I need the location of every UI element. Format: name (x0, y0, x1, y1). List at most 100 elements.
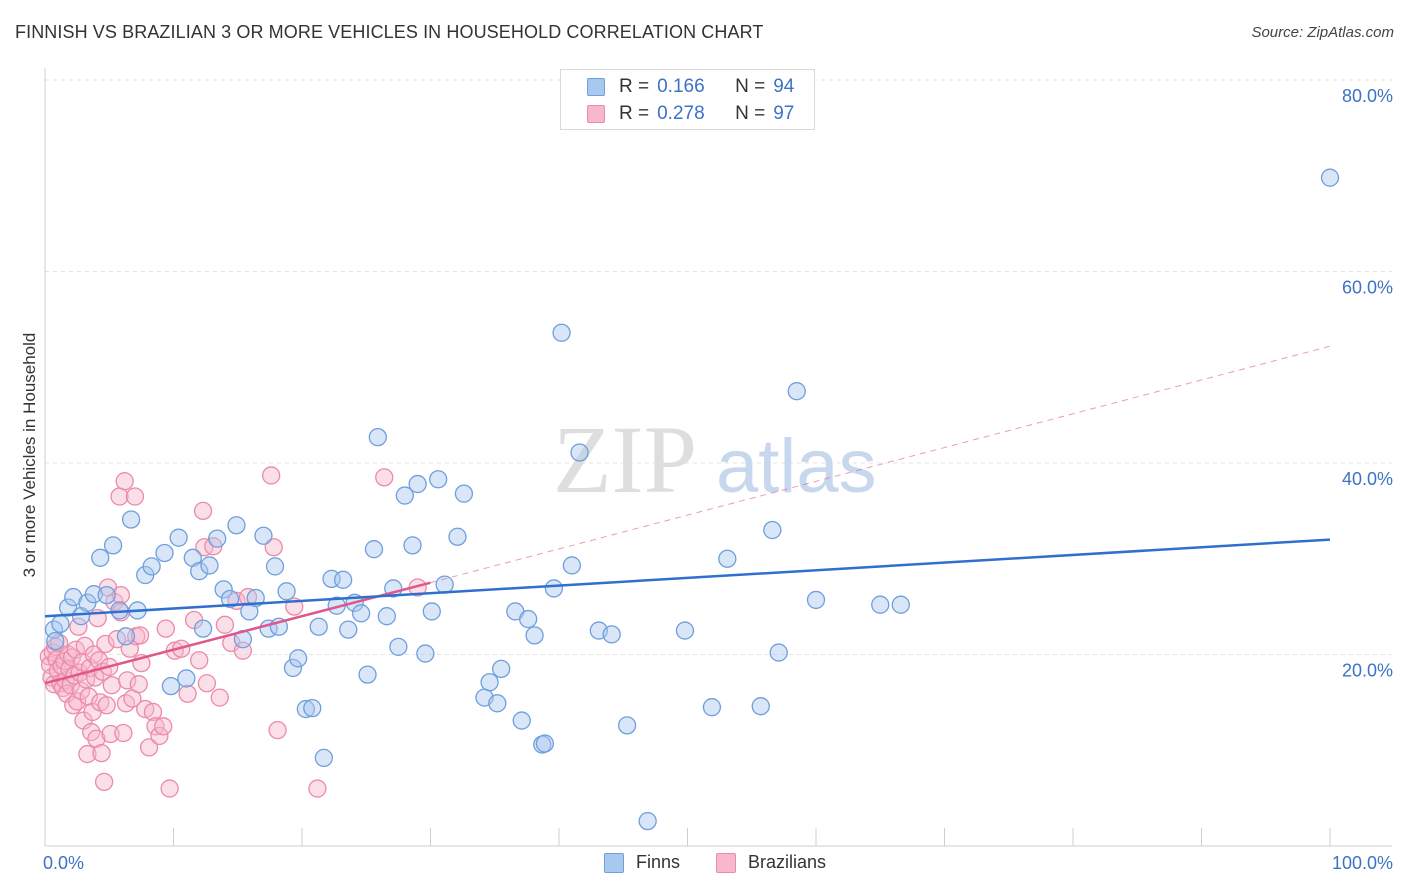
finns-point-51 (368, 427, 387, 447)
x-tick-label-100: 100.0% (1332, 853, 1393, 873)
watermark: ZIP atlas (553, 406, 877, 513)
brazilians-point-30 (78, 744, 97, 764)
finns-point-79 (602, 625, 621, 644)
finns-trend-line (44, 538, 1331, 618)
brazilians-point-49 (102, 675, 121, 695)
brazilians-trend-line (44, 581, 431, 685)
brazilians-r-value: 0.278 (657, 103, 705, 124)
brazilians-point-65 (139, 738, 159, 757)
finns-point-77 (570, 443, 589, 462)
brazilians-point-70 (160, 779, 179, 798)
y-tick-label-60: 60.0% (1342, 278, 1393, 298)
finns-r-value: 0.166 (657, 76, 705, 97)
finns-point-75 (552, 323, 571, 342)
finns-point-49 (358, 665, 377, 684)
trend-lines (44, 345, 1331, 685)
finns-point-25 (208, 529, 227, 548)
finns-point-66 (488, 694, 507, 713)
brazilians-point-48 (101, 724, 120, 744)
brazilians-point-95 (111, 585, 130, 605)
finns-point-48 (351, 604, 371, 623)
brazilians-point-78 (197, 674, 217, 693)
brazilians-point-57 (118, 671, 137, 690)
brazilians-n-value: 97 (773, 103, 795, 124)
finns-point-27 (220, 589, 240, 609)
finns-point-52 (377, 607, 396, 626)
brazilians-swatch (587, 105, 605, 123)
finns-point-56 (403, 536, 422, 555)
finns-r-label: R = (619, 76, 650, 97)
brazilians-trend-extension (430, 345, 1331, 584)
legend-item-brazilians: Brazilians (716, 852, 826, 873)
finns-point-42 (314, 748, 333, 768)
brazilians-point-43 (94, 772, 114, 791)
finns-point-90 (871, 595, 890, 614)
finns-swatch (587, 78, 605, 96)
finns-point-84 (718, 549, 737, 568)
finns-point-83 (702, 698, 722, 717)
brazilians-point-88 (268, 720, 287, 740)
finns-point-41 (309, 617, 328, 636)
brazilians-point-35 (84, 645, 103, 664)
brazilians-point-55 (115, 472, 134, 491)
brazilians-point-86 (264, 538, 283, 557)
finns-point-46 (339, 620, 358, 639)
finns-point-59 (422, 602, 441, 621)
finns-n-value: 94 (773, 76, 795, 97)
finns-point-3 (58, 598, 78, 617)
brazilians-point-75 (190, 651, 209, 670)
legend-item-finns: Finns (604, 852, 680, 873)
finns-point-62 (448, 527, 467, 546)
brazilians-point-87 (262, 466, 281, 485)
finns-point-65 (480, 673, 499, 692)
finns-point-8 (91, 548, 110, 567)
finns-point-22 (190, 562, 209, 581)
finns-point-40 (303, 698, 322, 718)
finns-point-73 (535, 734, 555, 753)
y-tick-label-20: 20.0% (1342, 661, 1393, 681)
finns-point-85 (751, 697, 770, 716)
finns-point-13 (121, 510, 141, 529)
brazilians-n-label: N = (735, 103, 766, 124)
brazilians-point-44 (96, 634, 115, 654)
finns-point-54 (389, 637, 408, 656)
chart-title: FINNISH VS BRAZILIAN 3 OR MORE VEHICLES … (15, 22, 764, 42)
finns-point-16 (142, 557, 161, 576)
finns-legend-label: Finns (636, 852, 681, 872)
tick-labels: 20.0% 40.0% 60.0% 80.0% 0.0% 100.0% (43, 86, 1393, 873)
brazilians-point-60 (125, 487, 145, 506)
finns-point-38 (288, 649, 308, 668)
finns-point-10 (103, 536, 123, 555)
finns-legend-swatch (604, 852, 624, 873)
series-legend: Finns Brazilians (0, 852, 1406, 876)
brazilians-point-90 (308, 779, 327, 798)
finns-point-34 (265, 557, 285, 576)
finns-point-19 (169, 528, 188, 547)
finns-point-37 (283, 658, 303, 678)
legend-row-brazilians: R = 0.278 N = 97 (587, 102, 794, 126)
brazilians-point-67 (146, 717, 165, 736)
finns-point-82 (675, 621, 695, 640)
finns-point-45 (333, 570, 353, 589)
finns-point-81 (638, 811, 657, 831)
brazilians-point-31 (79, 687, 98, 706)
finns-point-28 (227, 516, 246, 535)
brazilians-point-68 (150, 726, 169, 746)
source-label: Source: ZipAtlas.com (1251, 24, 1394, 41)
finns-point-23 (193, 619, 213, 638)
finns-point-60 (429, 470, 448, 489)
watermark-zip: ZIP (553, 406, 697, 513)
brazilians-point-76 (193, 501, 213, 521)
finns-point-7 (84, 585, 103, 604)
finns-point-87 (769, 643, 788, 662)
finns-point-39 (296, 699, 316, 719)
brazilians-point-41 (92, 743, 111, 763)
finns-point-92 (1320, 168, 1340, 187)
finns-point-55 (395, 486, 414, 505)
finns-point-57 (408, 474, 427, 494)
brazilians-point-85 (238, 587, 258, 607)
brazilians-point-73 (178, 684, 197, 703)
brazilians-legend-label: Brazilians (748, 852, 827, 872)
finns-point-58 (416, 644, 435, 663)
